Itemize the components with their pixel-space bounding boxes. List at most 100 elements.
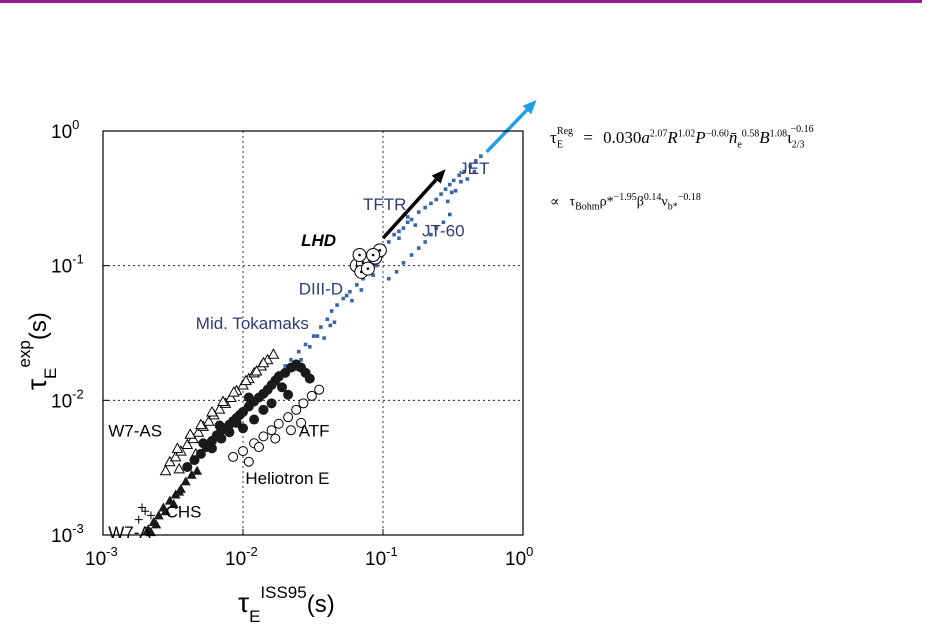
- data-point: [445, 199, 450, 204]
- x-tick-exponent: -3: [106, 544, 118, 559]
- data-point: [325, 317, 330, 322]
- annotation-atf: ATF: [299, 421, 330, 440]
- data-point: [314, 384, 325, 395]
- y-tick-label: 10-1: [51, 252, 84, 278]
- eq2-rho: ρ*: [599, 194, 614, 210]
- data-point: [429, 232, 433, 237]
- data-point: [160, 506, 171, 516]
- x-axis-symbol: τ: [238, 587, 249, 618]
- eq2-beta-exp: 0.14: [643, 192, 662, 203]
- series-chs: [143, 465, 203, 537]
- data-point: [392, 232, 396, 237]
- data-point: [192, 426, 205, 437]
- data-point: [291, 404, 302, 415]
- eq-term-n-exp: 0.58: [741, 128, 760, 140]
- data-point: [409, 217, 414, 222]
- data-point: [386, 276, 391, 281]
- data-point: [413, 223, 418, 227]
- eq-term-iota-sub: 2/3: [791, 139, 805, 151]
- x-axis-unit: (s): [307, 591, 335, 618]
- data-point: [462, 169, 466, 174]
- data-point: [250, 365, 263, 376]
- y-tick-exponent: -1: [72, 252, 84, 267]
- data-point: [298, 398, 309, 409]
- data-point: [240, 374, 252, 386]
- data-point: [447, 212, 452, 217]
- data-point: [319, 325, 323, 329]
- eq-term-iota-exp: −0.16: [790, 124, 814, 136]
- data-point: [361, 276, 365, 281]
- y-axis-symbol: τ: [21, 379, 52, 390]
- data-points: [134, 154, 483, 537]
- arrow-shaft: [381, 178, 438, 240]
- data-point: [401, 261, 406, 265]
- data-point: [168, 498, 179, 508]
- eq2-nu-exp: −0.18: [677, 192, 701, 203]
- data-point: [304, 373, 315, 384]
- data-point: [270, 433, 281, 444]
- data-point: [468, 164, 473, 168]
- y-axis-sub: E: [41, 368, 60, 379]
- data-point: [192, 465, 203, 475]
- annotation-jet: JET: [459, 159, 489, 178]
- x-axis-sub: E: [249, 607, 260, 626]
- y-axis-unit: (s): [25, 312, 52, 340]
- series-jt-60: [386, 212, 452, 281]
- annotation-w7-a: W7-A: [108, 523, 151, 542]
- data-point: [311, 334, 316, 338]
- data-point: [350, 298, 354, 303]
- data-point: [423, 205, 427, 210]
- annotation-heliotron-e: Heliotron E: [245, 469, 329, 488]
- data-point: [228, 451, 239, 462]
- data-point: [266, 425, 277, 436]
- plot-frame: [102, 130, 524, 536]
- data-point: [459, 179, 463, 184]
- axis-ticks: 10-3 10-2 10-1 100 10-3 10-2 10-1 100: [51, 117, 533, 570]
- annotation-jt-60: JT-60: [422, 221, 465, 240]
- eq-equals: =: [583, 128, 593, 147]
- eq-lhs-sup: Reg: [556, 126, 574, 138]
- series-lhd: [349, 243, 387, 279]
- data-point: [328, 323, 333, 328]
- data-point: [394, 270, 399, 274]
- data-point: [397, 229, 401, 234]
- eq-lhs-sub: E: [556, 139, 563, 151]
- data-point: [457, 173, 461, 177]
- x-axis-title: τEISS95(s): [238, 583, 335, 626]
- data-point: [171, 442, 184, 453]
- series-jet: [429, 154, 483, 206]
- data-point: [453, 188, 458, 193]
- data-point: [258, 404, 269, 415]
- data-point: [159, 464, 172, 476]
- y-tick-label: 10-2: [51, 386, 84, 412]
- annotation-chs: CHS: [166, 502, 202, 521]
- data-point: [401, 226, 406, 230]
- data-point: [386, 240, 391, 244]
- data-point: [243, 456, 254, 467]
- data-point: [329, 309, 334, 313]
- data-point: [409, 253, 414, 257]
- data-point: [315, 334, 320, 338]
- data-point: [217, 395, 229, 407]
- data-point: [173, 462, 186, 474]
- y-axis-sup: exp: [15, 340, 34, 367]
- data-point: [145, 527, 156, 537]
- data-point: [224, 427, 235, 438]
- y-tick-label: 10-3: [51, 521, 84, 547]
- data-point: [405, 220, 410, 225]
- eq2-tau-sub: Bohm: [575, 201, 600, 213]
- x-tick-exponent: -1: [386, 544, 398, 559]
- x-tick-exponent: 0: [526, 544, 533, 559]
- eq-term-n: n̄: [728, 128, 738, 147]
- data-point: [322, 336, 326, 340]
- data-point: [447, 182, 452, 187]
- data-point: [283, 412, 294, 423]
- data-point: [289, 357, 293, 362]
- eq-term-p: P: [695, 128, 706, 147]
- data-point: [472, 169, 477, 174]
- series-w7-a: [134, 503, 155, 524]
- data-point: [416, 210, 421, 214]
- annotations: JET TFTR JT-60 LHD DIII-D Mid. Tokamaks W7-AS A…: [108, 159, 489, 542]
- data-point: [227, 386, 240, 397]
